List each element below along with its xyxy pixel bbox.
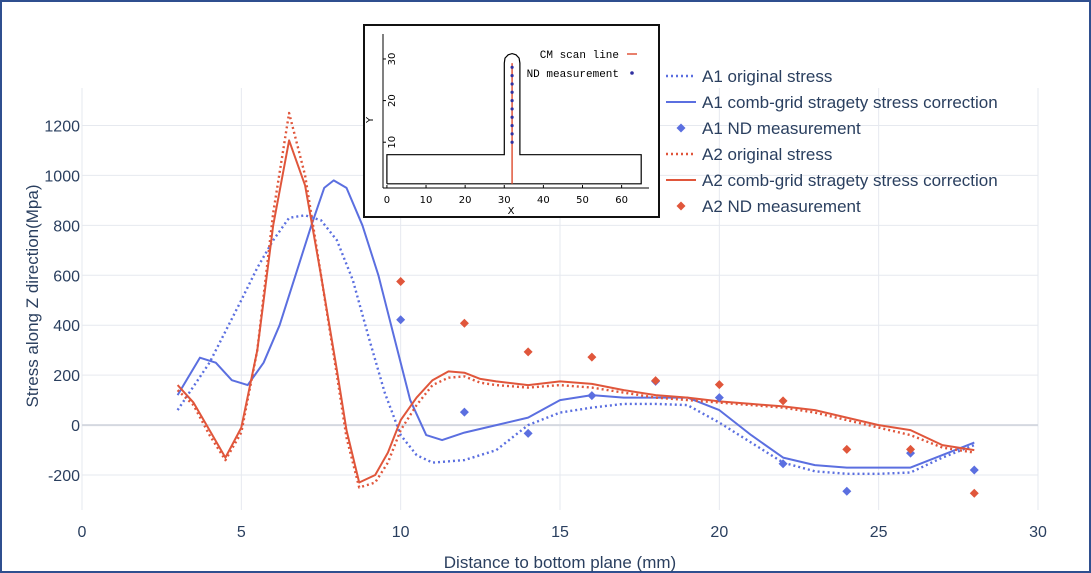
inset-x-tick-label: 30 [498, 195, 511, 206]
a1-nd-measurement-point [778, 459, 788, 469]
nd-measurement-point [510, 90, 514, 94]
a2-comb-grid-stragety-stress-correction-line [176, 139, 975, 484]
inset-legend-item-cm-scan-line: CM scan line [540, 50, 637, 62]
legend-label: A2 comb-grid stragety stress correction [702, 171, 998, 190]
y-tick-label: 0 [71, 418, 80, 435]
nd-measurement-point [510, 82, 514, 86]
legend-item-a2-original-stress[interactable]: A2 original stress [666, 145, 832, 164]
legend[interactable]: A1 original stress A1 comb-grid stragety … [666, 67, 998, 216]
specimen-outline [386, 52, 642, 185]
x-tick-label: 25 [870, 524, 888, 541]
inset-x-axis-label: X [508, 206, 515, 216]
a2-nd-measurement-point [396, 277, 406, 287]
inset-x-tick-label: 10 [420, 195, 433, 206]
y-tick-label: -200 [48, 468, 80, 485]
inset-y-tick-label: 30 [387, 53, 398, 66]
nd-measurement-point [510, 74, 514, 78]
legend-item-a1-nd-measurement[interactable]: A1 ND measurement [676, 119, 862, 138]
x-tick-label: 30 [1029, 524, 1047, 541]
a1-nd-measurement-point [396, 315, 406, 325]
x-tick-label: 5 [237, 524, 246, 541]
series-markers [396, 277, 979, 498]
a1-nd-measurement-point [459, 407, 469, 417]
a2-nd-measurement-point [587, 352, 597, 362]
legend-label: A2 ND measurement [702, 197, 861, 216]
inset-axes [382, 34, 649, 189]
inset-tick-labels: 0 10 20 30 40 50 60 10 20 30 [384, 53, 628, 206]
inset-series [510, 63, 514, 184]
y-tick-label: 800 [53, 218, 80, 235]
a2-nd-measurement-point [906, 444, 916, 454]
legend-item-a1-original-stress[interactable]: A1 original stress [666, 67, 832, 86]
inset-y-tick-label: 20 [387, 94, 398, 107]
legend-label: A1 comb-grid stragety stress correction [702, 93, 998, 112]
inset-x-tick-label: 20 [459, 195, 472, 206]
y-axis-label: Stress along Z direction(Mpa) [23, 185, 42, 408]
inset-legend-label: CM scan line [540, 50, 619, 62]
legend-label: A1 original stress [702, 67, 832, 86]
y-tick-label: 1000 [44, 168, 80, 185]
inset-y-tick-label: 10 [387, 136, 398, 149]
a2-nd-measurement-point [523, 347, 533, 357]
a1-comb-grid-stragety-stress-correction-line [176, 179, 975, 469]
inset-legend-item-nd-measurement: ND measurement [527, 69, 634, 81]
x-tick-label: 20 [710, 524, 728, 541]
inset-legend: CM scan line ND measurement [527, 50, 637, 81]
x-tick-label: 10 [392, 524, 410, 541]
inset-x-tick-label: 60 [615, 195, 628, 206]
inset-specimen-outline [386, 52, 642, 185]
legend-label: A1 ND measurement [702, 119, 861, 138]
x-tick-label: 15 [551, 524, 569, 541]
y-tick-label: 1200 [44, 118, 80, 135]
y-tick-label: 200 [53, 368, 80, 385]
a2-nd-measurement-point [459, 318, 469, 328]
nd-measurement-point [510, 140, 514, 144]
inset-x-tick-label: 0 [384, 195, 390, 206]
a2-nd-measurement-point [842, 444, 852, 454]
x-axis-label: Distance to bottom plane (mm) [444, 553, 676, 572]
x-tick-label: 0 [78, 524, 87, 541]
a2-nd-measurement-point [778, 396, 788, 406]
legend-marker [676, 123, 686, 133]
nd-measurement-point [510, 65, 514, 69]
y-tick-label: 400 [53, 318, 80, 335]
y-tick-label: 600 [53, 268, 80, 285]
inset-y-axis-label: Y [365, 116, 376, 124]
a1-nd-measurement-point [587, 391, 597, 401]
a1-nd-measurement-point [714, 393, 724, 403]
a1-nd-measurement-point [969, 465, 979, 475]
legend-item-a2-nd-measurement[interactable]: A2 ND measurement [676, 197, 862, 216]
nd-measurement-point [510, 123, 514, 128]
inset-specimen-diagram: 0 10 20 30 40 50 60 10 20 30 X Y CM scan line ND m… [363, 24, 660, 218]
a2-nd-measurement-point [714, 380, 724, 390]
nd-measurement-point [510, 98, 514, 103]
a1-original-stress-line [176, 214, 975, 475]
inset-legend-label: ND measurement [527, 69, 619, 81]
a2-original-stress-line [176, 111, 975, 489]
legend-label: A2 original stress [702, 145, 832, 164]
a2-nd-measurement-point [969, 488, 979, 498]
inset-chart: 0 10 20 30 40 50 60 10 20 30 X Y CM scan line ND m… [365, 34, 649, 217]
legend-item-a2-comb-grid-stragety-stress-correction[interactable]: A2 comb-grid stragety stress correction [666, 171, 998, 190]
a1-nd-measurement-point [842, 486, 852, 496]
a2-nd-measurement-point [651, 376, 661, 386]
series-lines [176, 111, 975, 489]
nd-measurement-point [510, 115, 514, 119]
inset-x-tick-label: 40 [537, 195, 550, 206]
inset-x-tick-label: 50 [576, 195, 589, 206]
legend-item-a1-comb-grid-stragety-stress-correction[interactable]: A1 comb-grid stragety stress correction [666, 93, 998, 112]
nd-measurement-point [510, 107, 514, 111]
a1-nd-measurement-point [523, 428, 533, 438]
legend-marker [676, 201, 686, 211]
nd-measurement-point [510, 132, 514, 136]
inset-legend-swatch [630, 71, 634, 75]
